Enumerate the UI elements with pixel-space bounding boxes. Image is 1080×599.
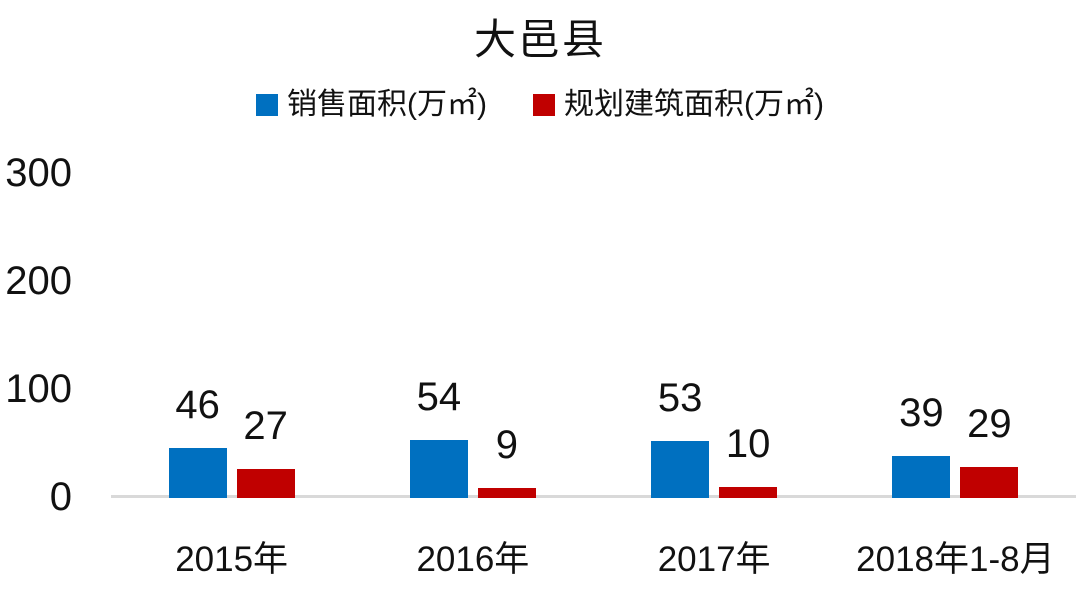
legend-label-planned-area: 规划建筑面积(万㎡) bbox=[564, 88, 824, 121]
x-axis-labels: 2015年 2016年 2017年 2018年1-8月 bbox=[111, 540, 1076, 580]
y-axis-tick-label: 200 bbox=[5, 258, 72, 303]
bar-value-label: 39 bbox=[899, 391, 944, 435]
x-axis-line bbox=[111, 495, 1076, 498]
bar-group-2015年: 46 27 bbox=[111, 0, 352, 498]
bar: 29 bbox=[960, 404, 1019, 498]
bar: 53 bbox=[651, 378, 710, 498]
bar: 39 bbox=[892, 393, 951, 498]
bar: 10 bbox=[719, 424, 778, 498]
legend-swatch-blue-icon bbox=[256, 94, 279, 116]
bar-group-2018年1-8月: 39 29 bbox=[835, 0, 1076, 498]
y-axis-tick-label: 300 bbox=[5, 150, 72, 195]
legend-label-sales-area: 销售面积(万㎡) bbox=[287, 88, 487, 121]
legend-item-planned-area: 规划建筑面积(万㎡) bbox=[533, 88, 824, 122]
bar-value-label: 53 bbox=[657, 376, 703, 420]
x-axis-category-label: 2016年 bbox=[416, 540, 530, 579]
bar-value-label: 9 bbox=[495, 423, 518, 467]
y-axis-tick-label: 0 bbox=[49, 474, 72, 519]
bar-value-label: 27 bbox=[243, 404, 288, 448]
plot-area: 46 27 54 9 53 10 39 29 bbox=[111, 0, 1076, 498]
bar: 46 bbox=[168, 385, 227, 498]
legend-item-sales-area: 销售面积(万㎡) bbox=[256, 88, 487, 122]
x-axis-category-label: 2018年1-8月 bbox=[856, 540, 1055, 579]
bar-group-2016年: 54 9 bbox=[352, 0, 593, 498]
bar: 27 bbox=[236, 406, 295, 498]
bar-value-label: 54 bbox=[416, 375, 462, 419]
bar: 54 bbox=[409, 377, 468, 498]
legend-swatch-red-icon bbox=[533, 94, 555, 116]
bar-group-2017年: 53 10 bbox=[594, 0, 835, 498]
chart-legend: 销售面积(万㎡) 规划建筑面积(万㎡) bbox=[0, 88, 1080, 122]
bar-value-label: 10 bbox=[725, 422, 771, 466]
bar-value-label: 46 bbox=[175, 383, 220, 427]
chart-title: 大邑县 bbox=[473, 16, 606, 63]
y-axis-tick-label: 100 bbox=[5, 366, 72, 411]
bar-value-label: 29 bbox=[967, 402, 1012, 446]
x-axis-category-label: 2017年 bbox=[657, 540, 771, 579]
x-axis-category-label: 2015年 bbox=[175, 540, 289, 579]
bar: 9 bbox=[477, 425, 536, 498]
